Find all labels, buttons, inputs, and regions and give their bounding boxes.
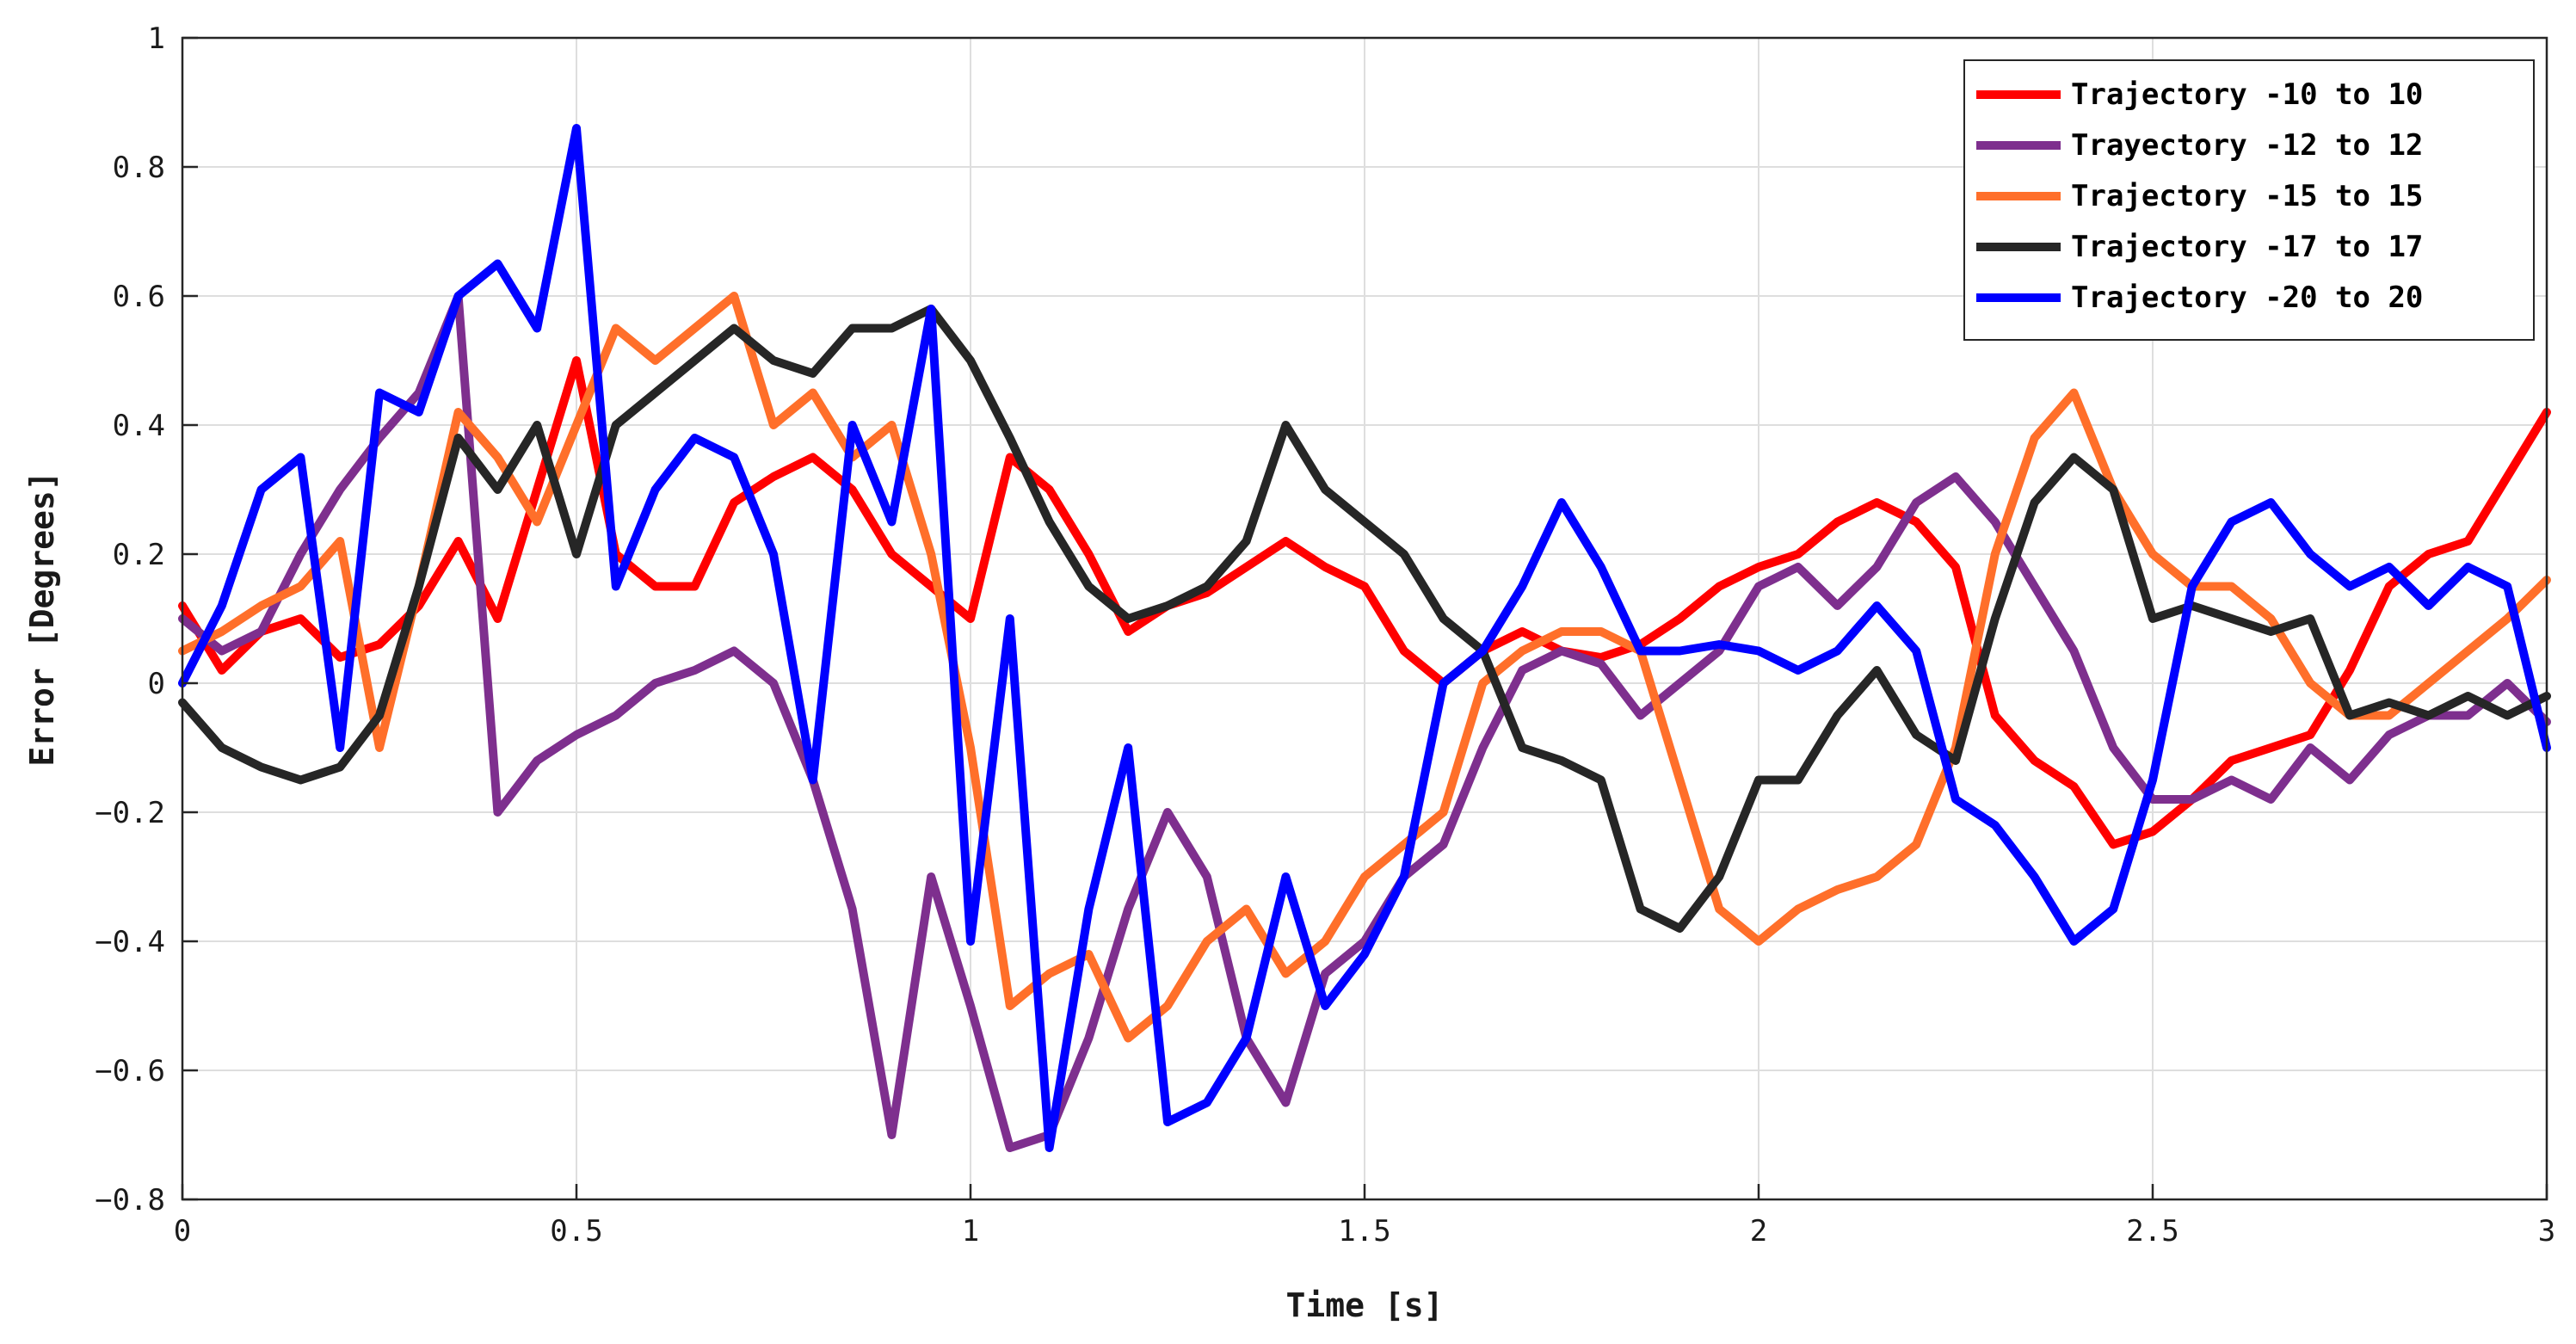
y-tick-label: 0 [148, 667, 165, 701]
y-tick-label: −0.4 [95, 925, 165, 959]
y-tick-label: 0.6 [113, 280, 165, 314]
legend-label: Trajectory -20 to 20 [2071, 281, 2423, 315]
y-axis-title: Error [Degrees] [23, 471, 61, 766]
series-line-2 [178, 292, 2551, 1152]
series-lines [178, 124, 2551, 1152]
series-line-4 [178, 305, 2551, 933]
y-tick-label: 0.8 [113, 151, 165, 185]
series-line-1 [178, 356, 2551, 849]
series-line-5 [178, 124, 2551, 1152]
x-tick-label: 0 [174, 1214, 191, 1248]
y-tick-label: −0.6 [95, 1054, 165, 1088]
y-tick-label: 0.2 [113, 538, 165, 572]
x-tick-label: 1 [962, 1214, 979, 1248]
x-tick-label: 0.5 [550, 1214, 602, 1248]
y-tick-label: 0.4 [113, 409, 165, 443]
y-tick-label: 1 [148, 22, 165, 56]
series-line-3 [178, 292, 2551, 1043]
x-axis-title: Time [s] [1285, 1286, 1443, 1324]
y-tick-label: −0.2 [95, 796, 165, 830]
x-tick-label: 2 [1750, 1214, 1767, 1248]
x-tick-label: 2.5 [2126, 1214, 2179, 1248]
axis-ticks: 0 0.5 1 1.5 2 2.5 3 −0.8 −0.6 −0.4 −0.2 0 0.2 0.4 0.6 0… [95, 22, 2555, 1248]
legend: Trajectory -10 to 10 Trayectory -12 to 12… [1963, 59, 2535, 341]
legend-label: Trayectory -12 to 12 [2071, 128, 2423, 163]
x-tick-label: 1.5 [1338, 1214, 1390, 1248]
x-tick-label: 3 [2538, 1214, 2555, 1248]
legend-label: Trajectory -10 to 10 [2071, 77, 2423, 112]
legend-label: Trajectory -17 to 17 [2071, 230, 2423, 264]
y-tick-label: −0.8 [95, 1183, 165, 1218]
legend-label: Trajectory -15 to 15 [2071, 179, 2423, 213]
